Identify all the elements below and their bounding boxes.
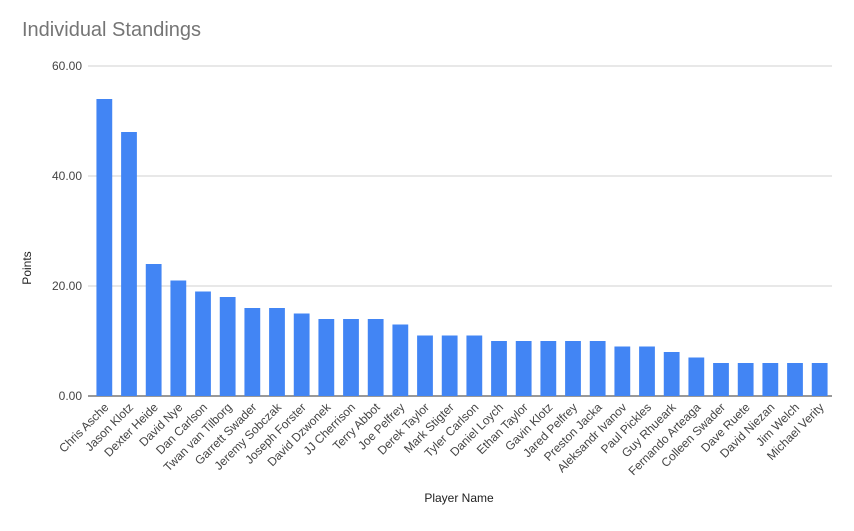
x-axis-title: Player Name [424,491,494,505]
bar [441,335,458,396]
bar [565,341,581,396]
bars [96,99,828,396]
bar [811,363,828,396]
bar [244,308,261,396]
bar [639,346,655,396]
bar [787,363,803,396]
bar [293,313,310,396]
bar [392,324,409,396]
bar [466,335,483,396]
bar [762,363,779,396]
bar [417,335,433,396]
bar [96,99,113,396]
bar [219,297,236,396]
gridlines [88,65,832,397]
bar [737,363,754,396]
chart-title: Individual Standings [22,19,202,41]
bar [145,264,162,396]
bar [269,308,285,396]
y-axis-ticks: 0.00 20.00 40.00 60.00 [52,59,82,403]
bar [540,341,557,396]
y-axis-title: Points [20,251,34,284]
bar [121,132,137,396]
bar [688,357,705,396]
bar [713,363,729,396]
bar [614,346,631,396]
y-tick-label: 40.00 [52,169,82,183]
bar [367,319,384,396]
bar [195,291,211,396]
bar [663,352,680,396]
bar [170,280,187,396]
bar [491,341,507,396]
bar [318,319,335,396]
bar [343,319,359,396]
bar [589,341,606,396]
y-tick-label: 20.00 [52,279,82,293]
y-tick-label: 0.00 [59,389,83,403]
y-tick-label: 60.00 [52,59,82,73]
bar [515,341,532,396]
